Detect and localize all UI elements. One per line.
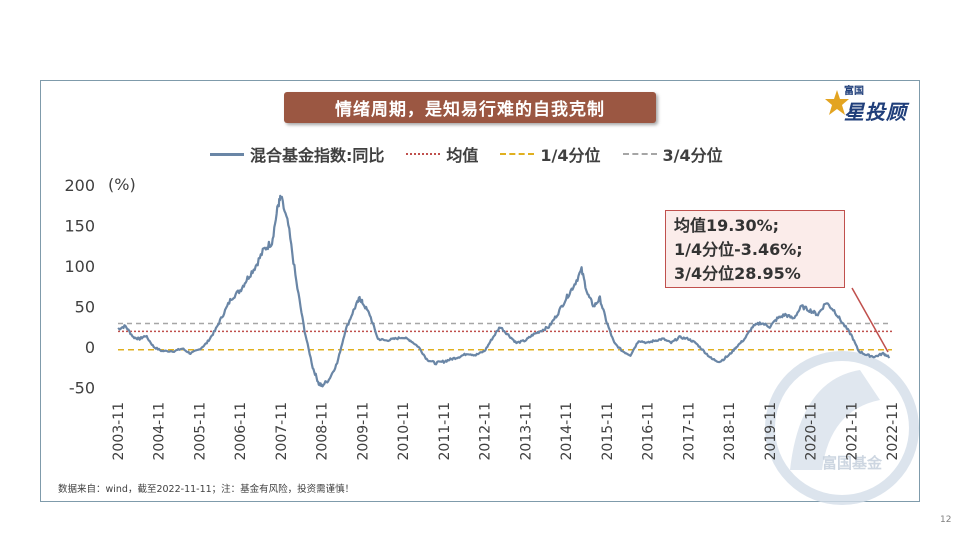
- y-tick-label: -50: [69, 379, 95, 398]
- chart-legend: 混合基金指数:同比 均值 1/4分位 3/4分位: [210, 143, 745, 165]
- watermark-shape: [790, 370, 880, 470]
- watermark-ring: [765, 351, 919, 505]
- x-tick-label: 2022-11: [885, 402, 901, 461]
- x-tick-label: 2016-11: [641, 402, 657, 461]
- legend-swatch-series: [210, 152, 244, 156]
- watermark-text: 富国基金: [822, 454, 883, 472]
- legend-label-series: 混合基金指数:同比: [250, 146, 385, 165]
- logo-big-text: 星投顾: [844, 100, 907, 124]
- x-tick-label: 2013-11: [518, 402, 534, 461]
- legend-item-q3: 3/4分位: [622, 142, 723, 166]
- x-tick-label: 2009-11: [355, 402, 371, 461]
- logo-small-text: 富国: [844, 86, 864, 97]
- annotation-mean: 均值19.30%;: [674, 216, 780, 235]
- series-layer: [117, 194, 891, 388]
- y-axis-ticks: 200 150 100 50 0 -50: [64, 176, 95, 398]
- annotation-q3: 3/4分位28.95%: [674, 264, 801, 283]
- legend-item-mean: 均值: [406, 142, 478, 166]
- series-line-mixed-fund-index: [117, 194, 891, 388]
- y-tick-label: 200: [64, 176, 95, 195]
- x-tick-label: 2012-11: [478, 402, 494, 461]
- x-axis-ticks: 2003-11 2004-11 2005-11 2006-11 2007-11 2008-…: [111, 402, 901, 461]
- x-tick-label: 2011-11: [437, 402, 453, 461]
- star-icon: [825, 90, 849, 115]
- stats-annotation: 均值19.30%; 1/4分位-3.46%; 3/4分位28.95%: [665, 210, 845, 288]
- annotation-q1: 1/4分位-3.46%;: [674, 240, 803, 259]
- x-tick-label: 2015-11: [600, 402, 616, 461]
- y-axis-unit: (%): [108, 175, 136, 194]
- x-tick-label: 2021-11: [844, 402, 860, 461]
- x-tick-label: 2014-11: [559, 402, 575, 461]
- x-tick-label: 2018-11: [722, 402, 738, 461]
- x-tick-label: 2007-11: [274, 402, 290, 461]
- legend-swatch-mean: [406, 153, 441, 155]
- x-tick-label: 2017-11: [681, 402, 697, 461]
- legend-label-mean: 均值: [446, 146, 479, 165]
- x-tick-label: 2004-11: [152, 402, 168, 461]
- y-tick-label: 150: [64, 217, 95, 236]
- x-tick-label: 2020-11: [804, 402, 820, 461]
- x-tick-label: 2003-11: [111, 402, 127, 461]
- annotation-arrow: [851, 287, 889, 353]
- legend-item-series: 混合基金指数:同比: [210, 142, 384, 166]
- y-tick-label: 0: [85, 338, 95, 357]
- x-tick-label: 2008-11: [315, 402, 331, 461]
- legend-item-q1: 1/4分位: [500, 142, 601, 166]
- legend-label-q3: 3/4分位: [662, 146, 723, 165]
- y-tick-label: 50: [75, 298, 95, 317]
- x-tick-label: 2005-11: [192, 402, 208, 461]
- slide-title: 情绪周期，是知易行难的自我克制: [284, 92, 656, 123]
- x-tick-label: 2010-11: [396, 402, 412, 461]
- legend-swatch-q3: [622, 153, 657, 155]
- page-number: 12: [940, 515, 952, 525]
- footnote: 数据来自：wind，截至2022-11-11；注：基金有风险，投资需谨慎！: [58, 484, 355, 495]
- reference-lines: [118, 322, 892, 351]
- brand-logo: 富国 星投顾: [824, 82, 912, 126]
- x-tick-label: 2006-11: [233, 402, 249, 461]
- x-tick-label: 2019-11: [763, 402, 779, 461]
- legend-label-q1: 1/4分位: [540, 146, 601, 165]
- legend-swatch-q1: [500, 153, 535, 155]
- y-tick-label: 100: [64, 257, 95, 276]
